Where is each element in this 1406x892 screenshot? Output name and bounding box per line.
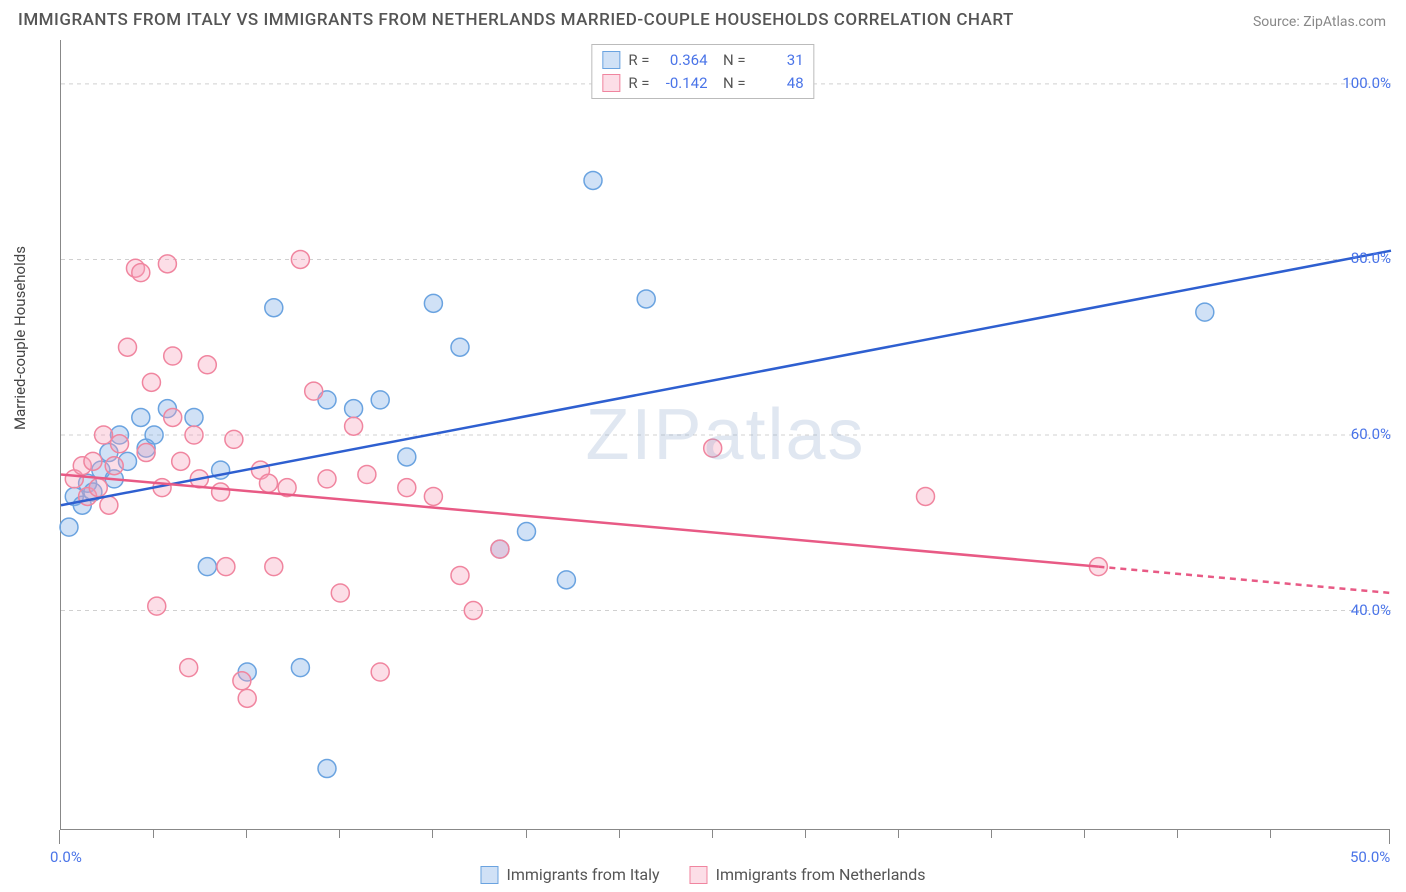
swatch-italy-bottom bbox=[480, 866, 498, 884]
x-major-tick bbox=[59, 830, 60, 844]
y-tick-label: 40.0% bbox=[1351, 601, 1391, 619]
x-minor-tick bbox=[619, 830, 620, 838]
n-label: N = bbox=[716, 72, 746, 95]
x-major-tick bbox=[1389, 830, 1390, 844]
legend-series: Immigrants from Italy Immigrants from Ne… bbox=[480, 865, 925, 884]
n-value-netherlands: 48 bbox=[754, 72, 804, 95]
x-minor-tick bbox=[432, 830, 433, 838]
swatch-netherlands-bottom bbox=[690, 866, 708, 884]
x-minor-tick bbox=[805, 830, 806, 838]
chart-container: IMMIGRANTS FROM ITALY VS IMMIGRANTS FROM… bbox=[0, 0, 1406, 892]
plot-area: ZIPatlas bbox=[60, 40, 1390, 830]
legend-correlation: R = 0.364 N = 31 R = -0.142 N = 48 bbox=[591, 44, 814, 99]
legend-row-italy: R = 0.364 N = 31 bbox=[602, 49, 803, 72]
swatch-italy bbox=[602, 51, 620, 69]
r-value-netherlands: -0.142 bbox=[658, 72, 708, 95]
x-minor-tick bbox=[339, 830, 340, 838]
y-axis-label: Married-couple Households bbox=[11, 246, 29, 430]
x-minor-tick bbox=[1084, 830, 1085, 838]
x-tick-label: 50.0% bbox=[1350, 848, 1390, 866]
r-label: R = bbox=[628, 72, 649, 95]
legend-item-netherlands: Immigrants from Netherlands bbox=[690, 865, 926, 884]
x-minor-tick bbox=[991, 830, 992, 838]
x-minor-tick bbox=[526, 830, 527, 838]
x-minor-tick bbox=[898, 830, 899, 838]
n-label: N = bbox=[716, 49, 746, 72]
y-tick-label: 60.0% bbox=[1351, 425, 1391, 443]
legend-label-netherlands: Immigrants from Netherlands bbox=[716, 865, 926, 884]
x-minor-tick bbox=[153, 830, 154, 838]
x-minor-tick bbox=[1270, 830, 1271, 838]
scatter-svg bbox=[61, 40, 1390, 829]
legend-row-netherlands: R = -0.142 N = 48 bbox=[602, 72, 803, 95]
legend-item-italy: Immigrants from Italy bbox=[480, 865, 659, 884]
legend-label-italy: Immigrants from Italy bbox=[506, 865, 659, 884]
y-tick-label: 100.0% bbox=[1342, 74, 1391, 92]
swatch-netherlands bbox=[602, 74, 620, 92]
y-tick-label: 80.0% bbox=[1351, 249, 1391, 267]
r-label: R = bbox=[628, 49, 649, 72]
chart-title: IMMIGRANTS FROM ITALY VS IMMIGRANTS FROM… bbox=[18, 10, 1014, 30]
x-minor-tick bbox=[246, 830, 247, 838]
source-label: Source: ZipAtlas.com bbox=[1253, 14, 1386, 30]
x-tick-label: 0.0% bbox=[50, 848, 82, 866]
r-value-italy: 0.364 bbox=[658, 49, 708, 72]
x-minor-tick bbox=[1177, 830, 1178, 838]
n-value-italy: 31 bbox=[754, 49, 804, 72]
x-minor-tick bbox=[712, 830, 713, 838]
